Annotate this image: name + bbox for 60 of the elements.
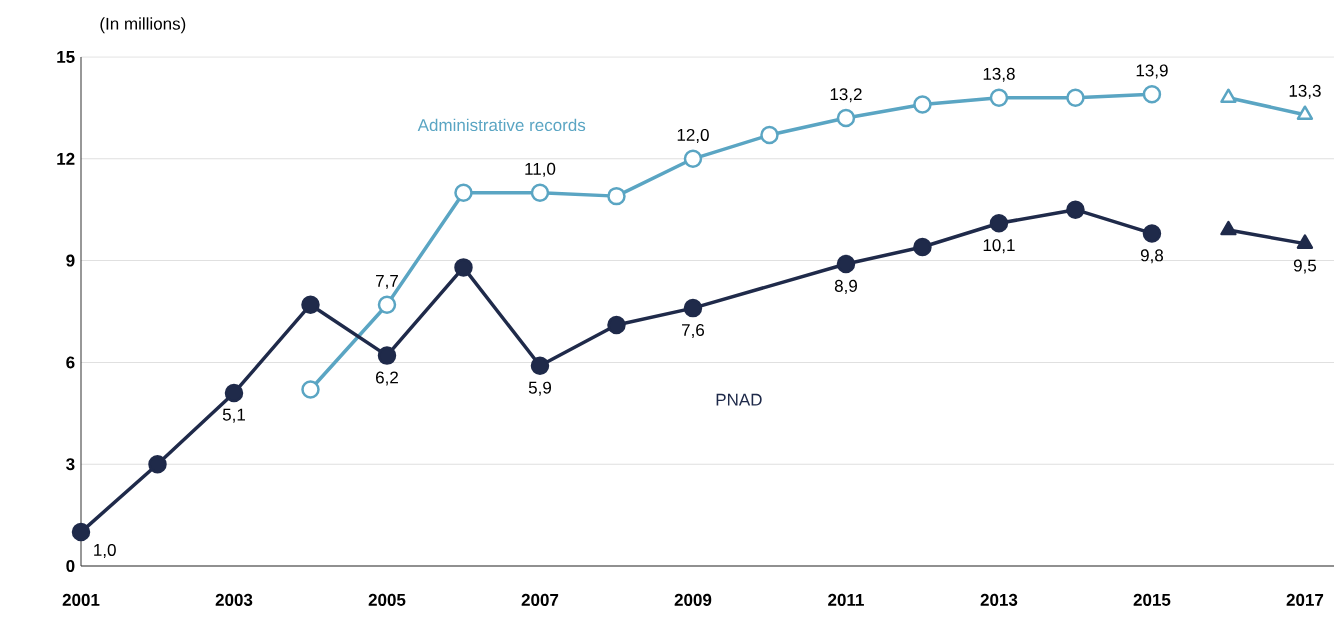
point [607,315,626,335]
data-label: 13,2 [830,88,862,103]
text: PNAD [716,393,762,406]
data-label: 9,5 [1293,259,1317,274]
point [454,258,473,277]
data-label: 9,8 [1140,249,1164,264]
point [683,149,703,169]
point [683,298,703,318]
x-tick-label: 2005 [368,593,406,606]
point [377,346,397,365]
point [913,237,932,257]
point [836,108,856,128]
y-tick-label: 15 [57,51,75,63]
point [454,183,473,202]
point [301,295,320,314]
data-label: 11,0 [525,162,556,177]
data-label: 10,1 [983,239,1015,254]
y-tick-label: 9 [66,254,75,267]
point [530,356,550,376]
point [1066,200,1085,219]
y-tick-label: 3 [66,458,75,471]
point [301,380,320,399]
x-tick-label: 2013 [980,593,1018,606]
point [1066,88,1085,107]
data-label: 7,6 [682,323,705,339]
x-tick-label: 2011 [828,593,864,606]
data-label: 1,0 [94,543,116,558]
point [836,254,856,274]
text: Administrative records [417,118,586,132]
data-label: 7,7 [376,274,398,289]
point [607,186,626,206]
point [148,454,167,474]
y-tick-label: 12 [57,152,75,165]
y-tick-label: 0 [66,559,75,573]
point [989,88,1009,107]
data-label: 13,3 [1289,84,1321,99]
point [989,214,1009,233]
x-tick-label: 2001 [62,593,100,606]
point [760,125,779,145]
data-label: 13,9 [1136,64,1168,79]
data-label: 6,2 [376,371,398,386]
data-label: 12,0 [677,128,709,143]
x-tick-label: 2017 [1286,593,1324,606]
point [1142,85,1162,104]
data-label: 5,9 [528,381,551,396]
x-tick-label: 2007 [521,593,559,606]
data-label: 8,9 [834,279,857,294]
point [224,383,244,403]
point [913,95,932,114]
data-label: 5,1 [222,408,245,423]
point [71,522,91,542]
x-tick-label: 2015 [1133,593,1171,606]
y-tick-label: 6 [66,356,75,369]
point [377,295,397,314]
x-tick-label: 2003 [215,593,253,606]
x-tick-label: 2009 [674,593,712,606]
point [530,183,550,202]
data-label: 13,8 [983,67,1015,82]
y-axis-title: (In millions) [100,17,186,34]
point [1142,224,1162,243]
